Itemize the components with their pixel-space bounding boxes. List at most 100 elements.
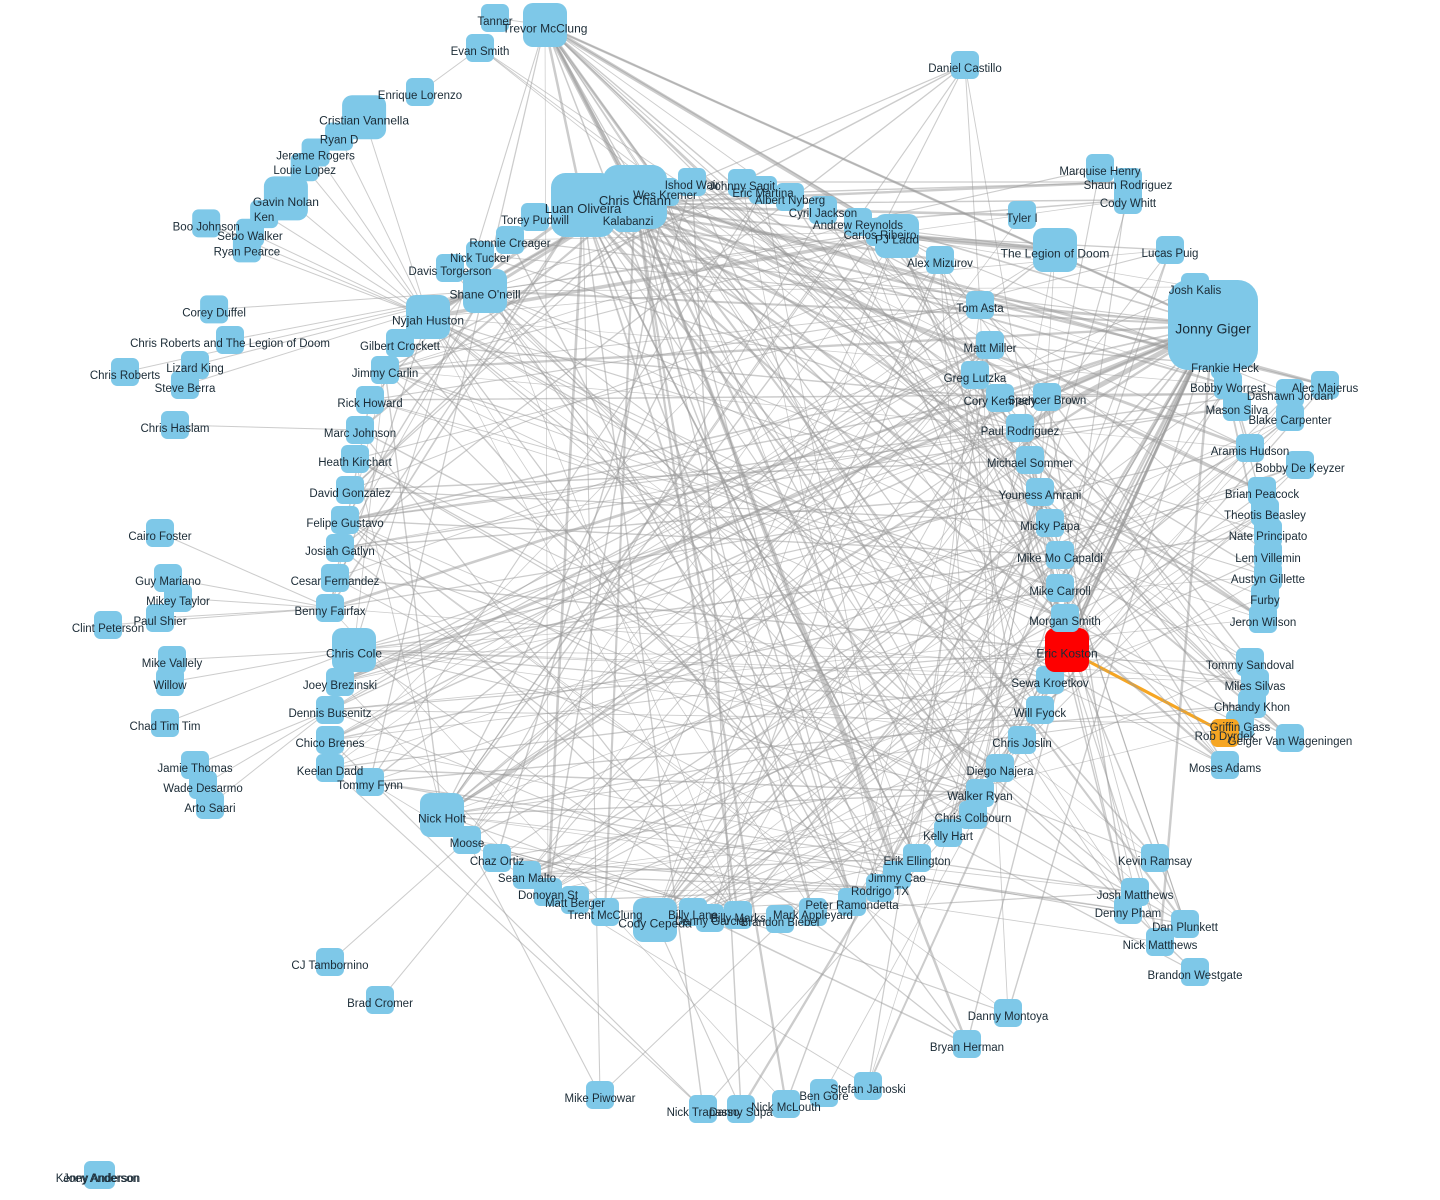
svg-text:Rick Howard: Rick Howard: [337, 398, 402, 410]
svg-text:Tom Asta: Tom Asta: [956, 303, 1004, 315]
svg-text:Chris Colbourn: Chris Colbourn: [935, 813, 1012, 825]
svg-text:Guy Mariano: Guy Mariano: [135, 576, 201, 588]
svg-text:Cyril Jackson: Cyril Jackson: [789, 208, 857, 220]
svg-text:Alex Mizurov: Alex Mizurov: [907, 258, 973, 270]
svg-text:Chris Cole: Chris Cole: [326, 646, 382, 660]
svg-text:Nick Holt: Nick Holt: [418, 811, 467, 825]
svg-text:Joey Anderson: Joey Anderson: [63, 1173, 139, 1185]
svg-text:Danny Montoya: Danny Montoya: [968, 1011, 1049, 1023]
svg-text:Shaun Rodriguez: Shaun Rodriguez: [1084, 180, 1173, 192]
svg-text:Davis Torgerson: Davis Torgerson: [409, 266, 492, 278]
svg-text:Nyjah Huston: Nyjah Huston: [392, 313, 464, 327]
svg-text:Chris Joslin: Chris Joslin: [992, 738, 1051, 750]
svg-text:Bryan Herman: Bryan Herman: [930, 1042, 1004, 1054]
svg-text:Dennis Busenitz: Dennis Busenitz: [288, 708, 371, 720]
svg-text:Chris Haslam: Chris Haslam: [140, 423, 209, 435]
svg-text:Moose: Moose: [450, 838, 485, 850]
svg-text:Torey Pudwill: Torey Pudwill: [501, 215, 569, 227]
svg-text:Evan Smith: Evan Smith: [451, 46, 510, 58]
svg-text:Diego Najera: Diego Najera: [966, 766, 1034, 778]
svg-text:Nick Trapasso: Nick Trapasso: [667, 1107, 740, 1119]
svg-text:Rodrigo TX: Rodrigo TX: [851, 886, 909, 898]
svg-text:Michael Sommer: Michael Sommer: [987, 458, 1073, 470]
svg-text:Moses Adams: Moses Adams: [1189, 763, 1261, 775]
svg-text:Clint Peterson: Clint Peterson: [72, 623, 144, 635]
svg-text:Wade Desarmo: Wade Desarmo: [163, 783, 242, 795]
svg-text:Corey Duffel: Corey Duffel: [182, 307, 246, 319]
svg-text:Brandon Westgate: Brandon Westgate: [1147, 970, 1242, 982]
svg-text:Ken: Ken: [254, 212, 274, 224]
svg-text:Jeron Wilson: Jeron Wilson: [1230, 617, 1296, 629]
svg-text:Marquise Henry: Marquise Henry: [1059, 166, 1140, 178]
svg-text:Kalabanzi: Kalabanzi: [603, 216, 654, 228]
svg-text:Micky Papa: Micky Papa: [1020, 521, 1080, 533]
svg-text:Dashawn Jordan: Dashawn Jordan: [1247, 391, 1333, 403]
svg-text:Tommy Sandoval: Tommy Sandoval: [1206, 660, 1294, 672]
svg-text:Denny Pham: Denny Pham: [1095, 908, 1161, 920]
svg-text:CJ Tambornino: CJ Tambornino: [291, 960, 368, 972]
svg-text:Lizard King: Lizard King: [166, 363, 224, 375]
svg-text:Walker Ryan: Walker Ryan: [947, 791, 1012, 803]
svg-text:Lem Villemin: Lem Villemin: [1235, 553, 1301, 565]
svg-text:Eric Koston: Eric Koston: [1036, 646, 1097, 660]
svg-text:Enrique Lorenzo: Enrique Lorenzo: [378, 90, 462, 102]
svg-text:Dan Plunkett: Dan Plunkett: [1152, 922, 1219, 934]
svg-text:Josh Matthews: Josh Matthews: [1097, 890, 1174, 902]
svg-text:Ronnie Creager: Ronnie Creager: [469, 238, 550, 250]
svg-text:Sewa Kroetkov: Sewa Kroetkov: [1011, 678, 1089, 690]
svg-text:Mikey Taylor: Mikey Taylor: [146, 596, 210, 608]
svg-text:Theotis Beasley: Theotis Beasley: [1224, 510, 1306, 522]
svg-text:Matt Berger: Matt Berger: [545, 898, 605, 910]
svg-text:Mike Vallely: Mike Vallely: [142, 658, 203, 670]
svg-text:Tommy Fynn: Tommy Fynn: [337, 780, 403, 792]
svg-text:Keelan Dadd: Keelan Dadd: [297, 766, 364, 778]
svg-text:Brian Peacock: Brian Peacock: [1225, 489, 1299, 501]
svg-text:Ryan D: Ryan D: [320, 135, 358, 147]
svg-text:Cody Whitt: Cody Whitt: [1100, 198, 1157, 210]
svg-text:Austyn Gillette: Austyn Gillette: [1231, 574, 1305, 586]
svg-text:Shane O'neill: Shane O'neill: [449, 287, 520, 301]
svg-text:Brad Cromer: Brad Cromer: [347, 998, 413, 1010]
svg-text:Tyler I: Tyler I: [1006, 213, 1037, 225]
svg-text:Sean Malto: Sean Malto: [498, 873, 556, 885]
svg-text:Jimmy Cao: Jimmy Cao: [868, 873, 926, 885]
svg-text:Cesar Fernandez: Cesar Fernandez: [291, 576, 380, 588]
svg-text:Cory Kennedy: Cory Kennedy: [964, 396, 1037, 408]
svg-text:Kevin Ramsay: Kevin Ramsay: [1118, 856, 1192, 868]
svg-text:Danny Garcia: Danny Garcia: [675, 916, 746, 928]
svg-text:Jimmy Carlin: Jimmy Carlin: [352, 368, 418, 380]
svg-text:Gilbert Crockett: Gilbert Crockett: [360, 341, 441, 353]
svg-text:Chhandy Khon: Chhandy Khon: [1214, 702, 1290, 714]
svg-text:Furby: Furby: [1250, 595, 1280, 607]
svg-text:Chris Roberts: Chris Roberts: [90, 370, 161, 382]
svg-text:Chad Tim Tim: Chad Tim Tim: [130, 721, 201, 733]
svg-text:Cairo Foster: Cairo Foster: [128, 531, 191, 543]
svg-text:Mike Piwowar: Mike Piwowar: [565, 1093, 636, 1105]
svg-text:Chico Brenes: Chico Brenes: [295, 738, 364, 750]
svg-text:Morgan Smith: Morgan Smith: [1029, 616, 1101, 628]
svg-text:Lucas Puig: Lucas Puig: [1142, 248, 1199, 260]
svg-text:The Legion of Doom: The Legion of Doom: [1001, 246, 1110, 260]
svg-text:Will Fyock: Will Fyock: [1014, 708, 1067, 720]
svg-text:Miles Silvas: Miles Silvas: [1225, 681, 1286, 693]
svg-text:Sebo Walker: Sebo Walker: [217, 231, 283, 243]
svg-text:Rob Dyrdek: Rob Dyrdek: [1195, 731, 1256, 743]
svg-text:Arto Saari: Arto Saari: [184, 803, 235, 815]
svg-text:Nick Tucker: Nick Tucker: [450, 253, 510, 265]
svg-text:David Gonzalez: David Gonzalez: [309, 488, 390, 500]
svg-text:Frankie Heck: Frankie Heck: [1191, 363, 1259, 375]
svg-text:Matt Miller: Matt Miller: [963, 343, 1016, 355]
svg-text:Chaz Ortiz: Chaz Ortiz: [470, 856, 525, 868]
svg-text:Peter Ramondetta: Peter Ramondetta: [805, 900, 899, 912]
svg-text:Louie Lopez: Louie Lopez: [273, 165, 336, 177]
svg-text:Daniel Castillo: Daniel Castillo: [928, 63, 1002, 75]
svg-text:Jonny Giger: Jonny Giger: [1175, 321, 1251, 337]
svg-text:Aramis Hudson: Aramis Hudson: [1211, 446, 1290, 458]
svg-text:Gavin Nolan: Gavin Nolan: [253, 195, 319, 209]
svg-text:Luan Oliveira: Luan Oliveira: [545, 201, 622, 216]
svg-text:Jereme Rogers: Jereme Rogers: [276, 151, 355, 163]
svg-text:Youness Amrani: Youness Amrani: [999, 490, 1082, 502]
svg-text:Josh Kalis: Josh Kalis: [1169, 285, 1222, 297]
svg-text:Jamie Thomas: Jamie Thomas: [157, 763, 232, 775]
svg-text:Erik Ellington: Erik Ellington: [883, 856, 950, 868]
